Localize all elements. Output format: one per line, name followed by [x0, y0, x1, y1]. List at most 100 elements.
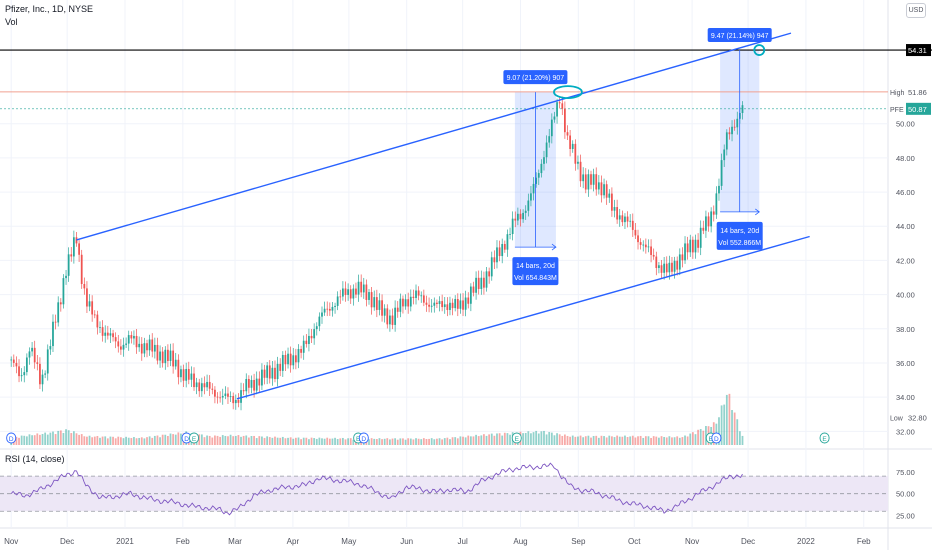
volume-bar — [454, 437, 457, 445]
volume-bar — [658, 437, 660, 445]
volume-bar — [180, 433, 182, 445]
volume-bar — [660, 436, 663, 445]
volume-bar — [530, 433, 532, 445]
measure-bottom-label-volume: Vol 552.866M — [718, 240, 761, 247]
volume-bar — [334, 437, 336, 445]
volume-bar — [668, 436, 671, 445]
volume-bar — [391, 438, 394, 445]
volume-bar — [284, 438, 287, 445]
volume-bar — [127, 437, 130, 445]
candle-body — [323, 308, 326, 313]
volume-bar — [263, 437, 266, 445]
volume-bar — [65, 429, 67, 445]
candle-body — [328, 308, 331, 311]
volume-bar — [349, 438, 352, 445]
volume-bar — [75, 433, 78, 445]
time-tick-label: Jun — [400, 537, 413, 546]
volume-bar — [352, 439, 355, 445]
volume-bar — [611, 436, 613, 445]
volume-bar — [211, 437, 214, 445]
volume-bar — [339, 438, 342, 445]
volume-bar — [315, 438, 318, 445]
volume-bar — [569, 436, 571, 445]
volume-bar — [532, 432, 535, 445]
candle-body — [728, 132, 731, 135]
volume-bar — [125, 436, 127, 445]
volume-bar — [133, 437, 135, 445]
candle-body — [404, 299, 407, 307]
candle-body — [511, 218, 514, 235]
candle-body — [459, 300, 462, 309]
candle-body — [652, 254, 655, 257]
candle-body — [287, 353, 289, 365]
candle-body — [310, 335, 313, 339]
volume-bar — [253, 435, 255, 445]
volume-bar — [287, 437, 289, 445]
last-symbol-tag: PFE — [890, 107, 904, 114]
candle-body — [663, 263, 666, 273]
candle-body — [193, 373, 195, 388]
candle-body — [93, 314, 96, 316]
candle-body — [608, 193, 611, 198]
candle-body — [182, 369, 185, 381]
candle-body — [564, 108, 566, 133]
candle-body — [718, 185, 720, 194]
candle-body — [613, 207, 616, 211]
volume-bar — [326, 437, 329, 445]
candle-body — [472, 286, 475, 293]
volume-bar — [234, 435, 237, 445]
currency-button[interactable]: USD — [906, 3, 926, 18]
candle-body — [41, 374, 44, 385]
candle-body — [736, 118, 739, 128]
volume-bar — [96, 436, 99, 445]
event-marker-letter: D — [361, 436, 366, 443]
candle-body — [91, 301, 94, 315]
volume-bar — [109, 436, 112, 445]
candle-body — [668, 262, 671, 273]
candle-body — [681, 254, 684, 261]
target-highlight — [553, 85, 583, 99]
candle-body — [490, 257, 493, 277]
volume-bar — [639, 435, 642, 445]
volume-bar — [292, 438, 295, 445]
event-marker — [511, 432, 522, 444]
candle-body — [151, 339, 154, 352]
candle-body — [174, 359, 177, 367]
volume-bar — [446, 437, 449, 445]
low-price-label: 32.80 — [908, 414, 927, 423]
volume-bar — [582, 437, 585, 445]
candle-body — [138, 343, 141, 348]
candle-body — [616, 207, 619, 220]
volume-bar — [229, 434, 232, 445]
candle-body — [125, 343, 127, 345]
candle-body — [203, 383, 206, 388]
candle-body — [637, 235, 639, 243]
candle-body — [109, 333, 112, 336]
volume-bar — [506, 433, 509, 445]
candle-body — [153, 344, 156, 352]
candle-body — [114, 337, 117, 342]
volume-bar — [409, 438, 412, 445]
candle-body — [569, 135, 571, 150]
volume-bar — [67, 430, 70, 445]
volume-bar — [485, 435, 488, 445]
candle-body — [44, 373, 47, 375]
volume-bar — [383, 438, 386, 445]
candle-body — [46, 349, 49, 374]
candle-body — [446, 304, 449, 310]
time-tick-label: Mar — [228, 537, 242, 546]
candle-body — [127, 335, 130, 344]
candle-body — [561, 103, 564, 109]
volume-bar — [140, 437, 143, 445]
volume-bar — [417, 438, 420, 445]
volume-bar — [449, 439, 451, 445]
candle-body — [647, 246, 650, 248]
time-tick-label: Feb — [857, 537, 871, 546]
volume-bar — [114, 438, 117, 445]
candle-body — [274, 367, 276, 380]
time-tick-label: Aug — [513, 537, 527, 546]
volume-bar — [738, 431, 741, 445]
candle-body — [122, 344, 125, 350]
candle-body — [357, 281, 360, 295]
